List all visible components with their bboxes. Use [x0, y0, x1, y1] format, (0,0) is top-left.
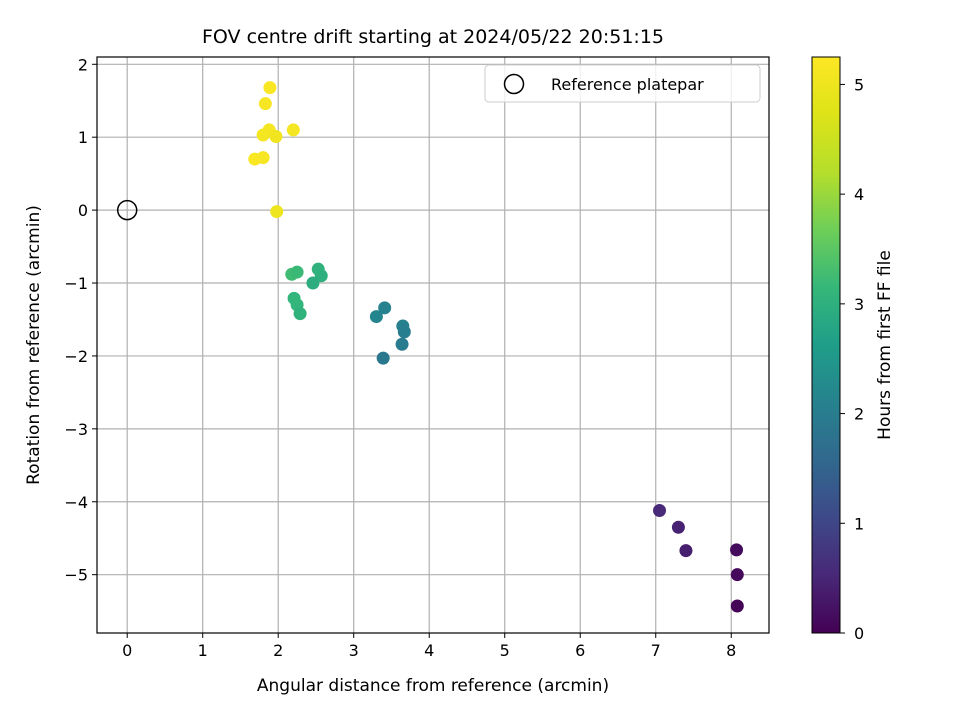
data-point [369, 310, 383, 324]
data-point [378, 301, 392, 315]
data-point [730, 568, 744, 582]
y-axis-ticks: 2 1 0 −1 −2 −3 −4 −5 [64, 55, 97, 585]
legend-marker-reference [503, 73, 525, 95]
x-tick-label: 8 [726, 641, 736, 660]
colorbar-gradient [811, 56, 841, 634]
data-point [395, 337, 409, 351]
colorbar: 0 1 2 3 4 5 Hours from first FF file [811, 56, 895, 643]
x-tick-label: 4 [424, 641, 434, 660]
y-tick-label: −2 [64, 347, 88, 366]
plot-area-frame [96, 56, 770, 634]
colorbar-label: Hours from first FF file [875, 250, 895, 440]
data-point [263, 81, 277, 95]
data-point [653, 504, 667, 518]
x-tick-label: 5 [500, 641, 510, 660]
y-tick-label: −4 [64, 493, 88, 512]
colorbar-tick-label: 4 [854, 185, 864, 204]
x-axis-ticks: 0 1 2 3 4 5 6 7 8 [122, 633, 736, 660]
legend: Reference platepar [484, 64, 761, 103]
y-axis-label: Rotation from reference (arcmin) [24, 205, 44, 485]
data-point [293, 307, 307, 321]
x-tick-label: 3 [349, 641, 359, 660]
y-tick-label: −5 [64, 566, 88, 585]
data-point [376, 351, 390, 365]
colorbar-tick-label: 1 [854, 514, 864, 533]
scatter-points [248, 81, 744, 613]
data-point [730, 543, 744, 557]
y-tick-label: 0 [78, 201, 88, 220]
x-tick-label: 0 [122, 641, 132, 660]
data-point [258, 97, 272, 111]
data-point [256, 128, 270, 142]
y-tick-label: −1 [64, 274, 88, 293]
x-tick-label: 2 [273, 641, 283, 660]
colorbar-tick-label: 0 [854, 624, 864, 643]
legend-entry-reference: Reference platepar [551, 75, 704, 94]
legend-box [484, 64, 761, 103]
colorbar-ticks: 0 1 2 3 4 5 [840, 75, 864, 643]
data-point [256, 151, 270, 165]
y-tick-label: 1 [78, 128, 88, 147]
data-point [397, 325, 411, 339]
y-tick-label: 2 [78, 55, 88, 74]
x-tick-label: 7 [651, 641, 661, 660]
colorbar-tick-label: 2 [854, 405, 864, 424]
colorbar-tick-label: 5 [854, 75, 864, 94]
colorbar-tick-label: 3 [854, 295, 864, 314]
reference-platepar-marker [116, 199, 138, 221]
chart-title: FOV centre drift starting at 2024/05/22 … [202, 26, 664, 48]
data-point [306, 276, 320, 290]
data-point [671, 520, 685, 534]
data-point [286, 123, 300, 137]
y-tick-label: −3 [64, 420, 88, 439]
grid-lines [97, 57, 769, 633]
data-point [269, 129, 283, 143]
x-tick-label: 1 [198, 641, 208, 660]
data-point [679, 544, 693, 558]
data-point [290, 265, 304, 279]
x-tick-label: 6 [575, 641, 585, 660]
data-point [730, 599, 744, 613]
data-point [270, 205, 284, 219]
x-axis-label: Angular distance from reference (arcmin) [257, 676, 609, 696]
